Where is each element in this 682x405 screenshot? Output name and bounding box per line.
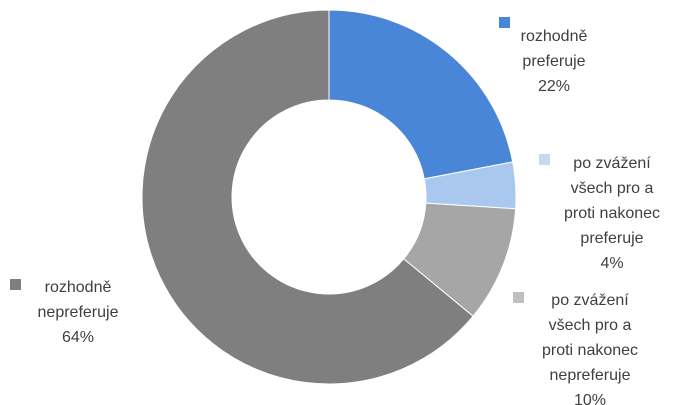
- slice-label-2-line-2: proti nakonec: [542, 342, 638, 359]
- slice-percent-0: 22%: [538, 78, 570, 95]
- legend-marker-3: [10, 279, 21, 290]
- slice-labels: rozhodně preferuje 22% po zvážení všech pro …: [10, 17, 660, 405]
- slice-0: [328, 9, 514, 180]
- legend-marker-1: [539, 154, 550, 165]
- slice-label-2-line-0: po zvážení: [551, 292, 629, 309]
- slice-label-1-line-0: po zvážení: [573, 155, 651, 172]
- legend-marker-2: [513, 292, 524, 303]
- slice-label-3-line-0: rozhodně: [45, 279, 112, 296]
- slice-label-0-line-1: preferuje: [522, 53, 585, 70]
- slice-label-1-line-2: proti nakonec: [564, 205, 660, 222]
- slice-label-1-line-1: všech pro a: [571, 180, 654, 197]
- slice-label-3-line-1: nepreferuje: [38, 304, 119, 321]
- slice-percent-3: 64%: [62, 329, 94, 346]
- slice-3: [141, 9, 474, 385]
- slice-label-2-line-3: nepreferuje: [550, 367, 631, 384]
- donut-slices: [141, 9, 517, 385]
- slice-percent-2: 10%: [574, 392, 606, 405]
- slice-label-2-line-1: všech pro a: [549, 317, 632, 334]
- legend-marker-0: [499, 17, 510, 28]
- slice-label-1-line-3: preferuje: [580, 230, 643, 247]
- slice-label-0-line-0: rozhodně: [521, 28, 588, 45]
- slice-percent-1: 4%: [600, 255, 623, 272]
